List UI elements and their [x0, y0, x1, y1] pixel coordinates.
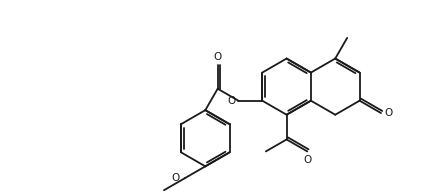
Text: O: O [385, 108, 393, 118]
Text: O: O [303, 155, 312, 165]
Text: O: O [214, 52, 222, 62]
Text: O: O [228, 96, 236, 106]
Text: O: O [171, 173, 179, 183]
